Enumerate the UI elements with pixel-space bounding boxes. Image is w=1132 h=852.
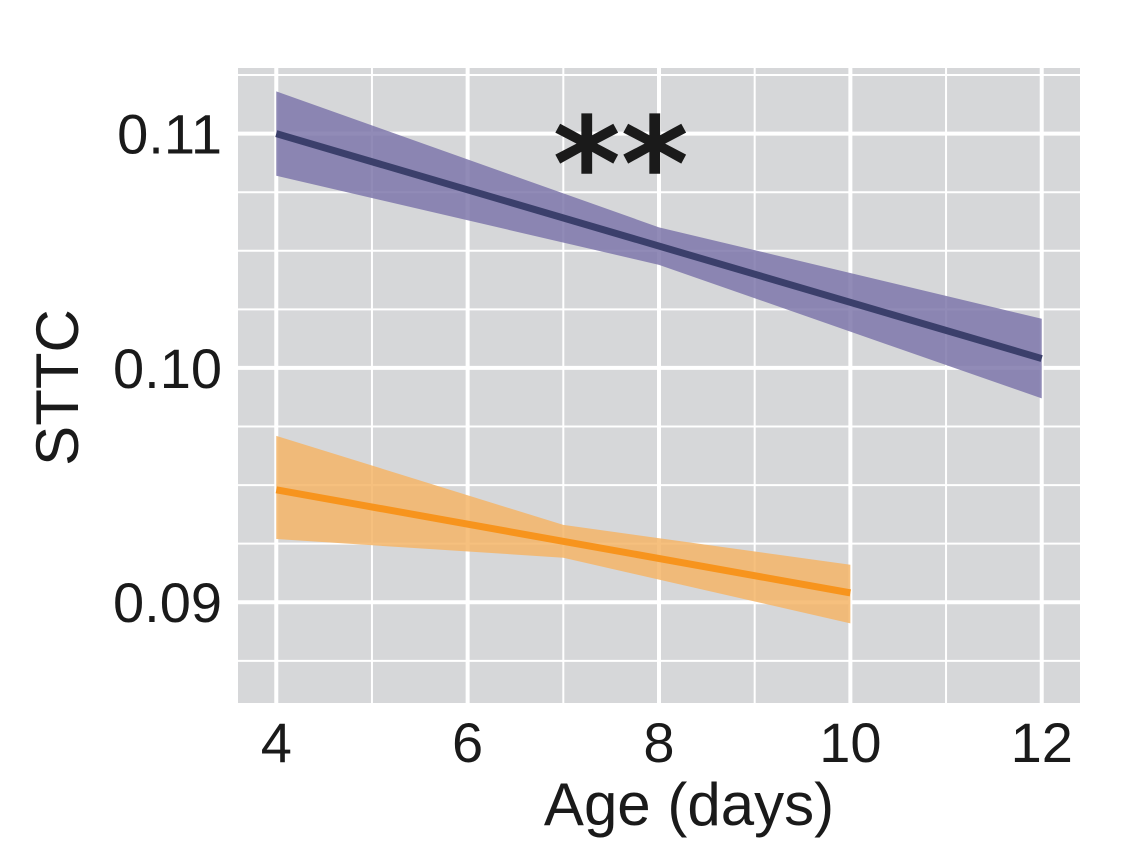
significance-annotation: ** <box>553 89 689 241</box>
y-axis-label: STTC <box>24 309 91 466</box>
y-tick-label: 0.10 <box>113 337 222 400</box>
x-tick-label: 8 <box>643 711 674 774</box>
regression-lines <box>275 130 1043 597</box>
regression-line-1 <box>275 130 1043 362</box>
y-tick-label: 0.11 <box>117 103 222 166</box>
x-tick-label: 10 <box>819 711 881 774</box>
x-axis-ticks: 4 6 8 10 12 <box>261 711 1073 774</box>
y-axis-ticks: 0.09 0.10 0.11 <box>113 103 222 635</box>
x-tick-label: 12 <box>1011 711 1073 774</box>
regression-line-2 <box>275 486 851 597</box>
x-axis-label: Age (days) <box>544 771 834 838</box>
confidence-band-2 <box>276 435 851 624</box>
x-tick-label: 6 <box>452 711 483 774</box>
y-tick-label: 0.09 <box>113 571 222 634</box>
x-tick-label: 4 <box>261 711 292 774</box>
